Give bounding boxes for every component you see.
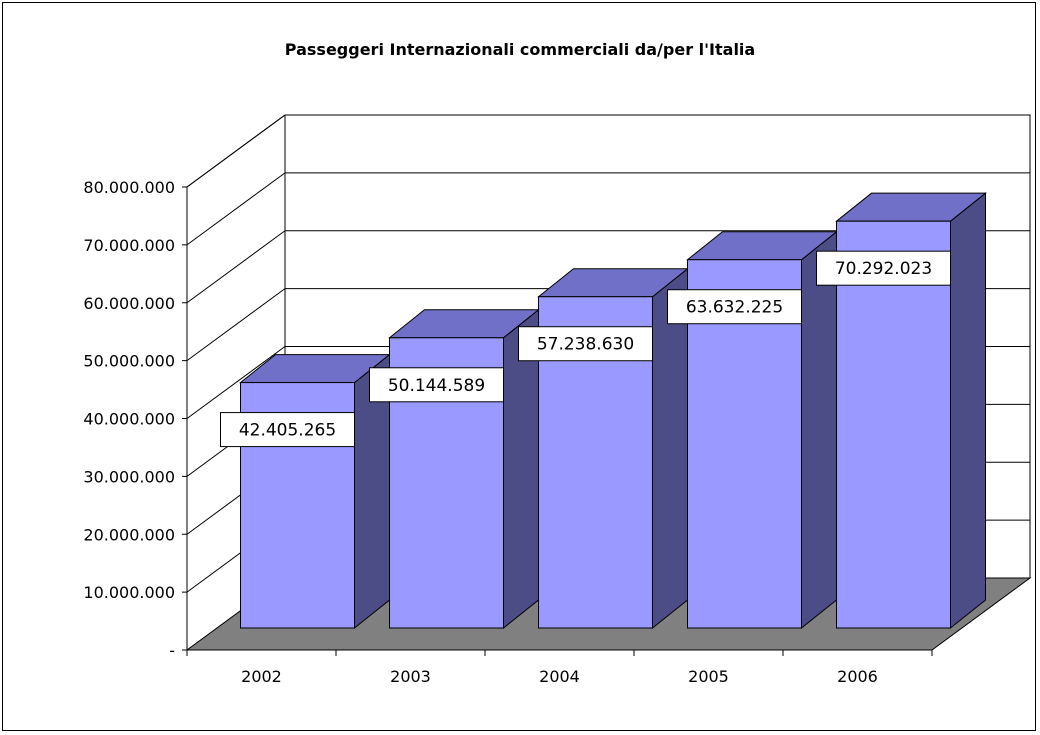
y-tick-label: - bbox=[169, 641, 175, 660]
gridline-side bbox=[187, 289, 285, 361]
y-tick-label: 70.000.000 bbox=[83, 236, 175, 255]
y-tick-label: 40.000.000 bbox=[83, 410, 175, 429]
y-tick-label: 50.000.000 bbox=[83, 352, 175, 371]
bar bbox=[241, 355, 390, 628]
y-tick-label: 10.000.000 bbox=[83, 583, 175, 602]
data-label: 70.292.023 bbox=[835, 259, 932, 279]
data-label: 63.632.225 bbox=[686, 298, 783, 318]
y-tick-label: 20.000.000 bbox=[83, 525, 175, 544]
x-tick-label: 2004 bbox=[539, 667, 580, 686]
x-tick-label: 2005 bbox=[688, 667, 729, 686]
y-tick-label: 80.000.000 bbox=[83, 178, 175, 197]
gridline-side bbox=[187, 173, 285, 245]
bar-side bbox=[802, 232, 837, 628]
bar bbox=[390, 310, 539, 628]
data-label: 50.144.589 bbox=[388, 376, 485, 396]
bar-side bbox=[951, 193, 986, 628]
y-tick-label: 60.000.000 bbox=[83, 294, 175, 313]
y-tick-label: 30.000.000 bbox=[83, 467, 175, 486]
data-label: 57.238.630 bbox=[537, 335, 634, 355]
data-label: 42.405.265 bbox=[239, 421, 336, 441]
x-tick-label: 2002 bbox=[241, 667, 282, 686]
bar bbox=[539, 269, 688, 628]
gridline-side bbox=[187, 231, 285, 303]
x-tick-label: 2003 bbox=[390, 667, 431, 686]
gridline-side bbox=[187, 115, 285, 187]
x-tick-label: 2006 bbox=[837, 667, 878, 686]
